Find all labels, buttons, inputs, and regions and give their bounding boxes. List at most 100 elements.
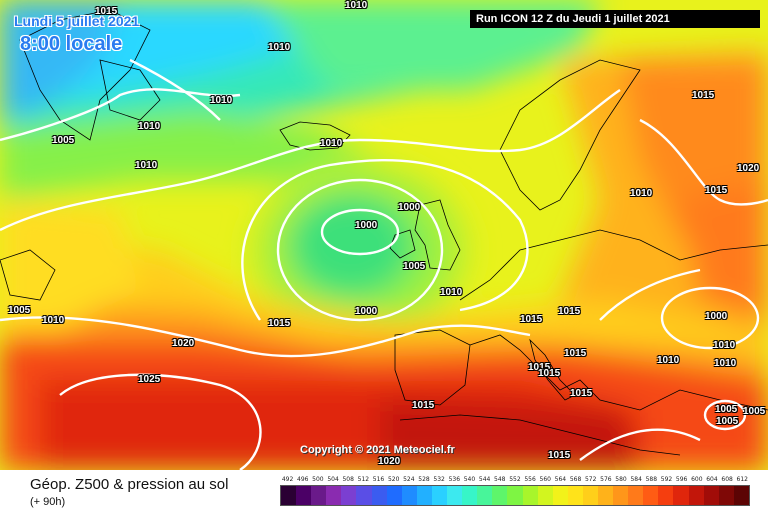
isobar-label: 1015 [558, 306, 581, 317]
legend-swatch [658, 486, 674, 505]
legend-swatch [597, 486, 614, 505]
isobar-label: 1015 [528, 362, 551, 373]
legend-swatch [613, 486, 629, 505]
legend-swatch [462, 486, 478, 505]
isobar-label: 1015 [564, 348, 587, 359]
legend-swatch [582, 486, 598, 505]
legend-value: 592 [660, 476, 673, 483]
legend-swatch [552, 486, 568, 505]
chart-title: Géop. Z500 & pression au sol [30, 476, 229, 493]
isobar-label: 1010 [210, 95, 233, 106]
isobar-label: 1015 [412, 400, 435, 411]
isobar-label: 1015 [520, 314, 543, 325]
legend-value: 556 [524, 476, 536, 483]
isobar-label: 1015 [692, 90, 715, 101]
legend-value: 588 [645, 476, 658, 483]
legend-swatch [492, 486, 508, 505]
legend-value: 532 [433, 476, 445, 483]
forecast-time: 8:00 locale [20, 33, 123, 55]
forecast-offset: (+ 90h) [30, 496, 66, 508]
legend-value: 552 [509, 476, 521, 483]
legend-swatch [311, 486, 327, 505]
legend-value: 512 [357, 476, 370, 483]
isobar-label: 1005 [52, 135, 75, 146]
isobar-label: 1015 [705, 185, 728, 196]
legend-swatch [401, 486, 417, 505]
legend-swatch [522, 486, 538, 505]
legend-value: 524 [403, 476, 415, 483]
isobar-lines [0, 58, 768, 470]
legend-value: 580 [615, 476, 627, 483]
legend-value: 500 [312, 476, 324, 483]
legend-swatch [733, 486, 749, 505]
isobar-label: 1020 [737, 163, 760, 174]
isobar-label: 1010 [630, 188, 653, 199]
legend-value: 544 [478, 476, 491, 483]
legend-swatch [537, 486, 553, 505]
legend-value: 604 [706, 476, 718, 483]
legend-value: 492 [281, 476, 294, 483]
isobar-label: 1010 [345, 0, 368, 11]
legend-value: 584 [630, 476, 642, 483]
isobar-label: 1005 [715, 404, 738, 415]
legend-swatch [643, 486, 659, 505]
legend-swatch [703, 486, 719, 505]
isobar-label: 1025 [138, 374, 161, 385]
legend-labels: 492 496 500 504 508 512 516 520 524 528 532 536 540 5… [280, 476, 750, 483]
isobar-label: 1010 [135, 160, 158, 171]
isobar-label: 1000 [398, 202, 421, 213]
legend-swatch [507, 486, 523, 505]
legend-value: 568 [569, 476, 582, 483]
isobar-label: 1000 [355, 306, 378, 317]
legend-swatch [416, 486, 432, 505]
isobar-label: 1015 [538, 368, 561, 379]
isobar-label: 1015 [570, 388, 593, 399]
legend-value: 520 [387, 476, 400, 483]
legend-swatch [688, 486, 704, 505]
forecast-date: Lundi 5 juillet 2021 [14, 13, 140, 29]
isobar-label: 1015 [548, 450, 571, 461]
isobar-label: 1000 [705, 311, 728, 322]
isobar-label: 1010 [320, 138, 343, 149]
legend-value: 564 [554, 476, 567, 483]
isobar-label: 1010 [440, 287, 463, 298]
isobar-label: 1015 [268, 318, 291, 329]
isobar-label: 1010 [42, 315, 65, 326]
legend-value: 560 [539, 476, 551, 483]
copyright-text: Copyright © 2021 Meteociel.fr [300, 444, 455, 456]
legend-swatch [296, 486, 312, 505]
legend-swatch [447, 486, 463, 505]
isobar-label: 1020 [378, 456, 401, 467]
legend-swatch [567, 486, 583, 505]
isobar-label: 1000 [355, 220, 378, 231]
legend-swatch [431, 486, 448, 505]
legend-swatch [673, 486, 689, 505]
model-run-label: Run ICON 12 Z du Jeudi 1 juillet 2021 [470, 10, 760, 28]
isobar-label: 1005 [8, 305, 31, 316]
legend-swatch [628, 486, 644, 505]
legend-swatch [356, 486, 372, 505]
legend-value: 576 [600, 476, 612, 483]
map-canvas [0, 0, 768, 470]
z500-color-field [0, 0, 768, 470]
legend-value: 504 [327, 476, 339, 483]
isobar-label: 1010 [138, 121, 161, 132]
isobar-label: 1015 [95, 6, 118, 17]
isobar-label: 1005 [716, 416, 739, 427]
legend-value: 540 [463, 476, 476, 483]
isobar-label: 1010 [714, 358, 737, 369]
color-scale-legend: 492 496 500 504 508 512 516 520 524 528 532 536 540 5… [280, 476, 750, 506]
legend-swatch [477, 486, 493, 505]
legend-swatch [326, 486, 342, 505]
legend-value: 600 [691, 476, 703, 483]
isobar-label: 1020 [172, 338, 195, 349]
weather-map: 1015 1010 1010 1010 1010 1005 1010 1010 … [0, 0, 768, 470]
legend-value: 496 [297, 476, 309, 483]
isobar-label: 1005 [403, 261, 426, 272]
legend-swatch [718, 486, 734, 505]
legend-value: 516 [372, 476, 385, 483]
legend-value: 528 [418, 476, 430, 483]
isobar-label: 1005 [743, 406, 766, 417]
legend-value: 536 [448, 476, 461, 483]
